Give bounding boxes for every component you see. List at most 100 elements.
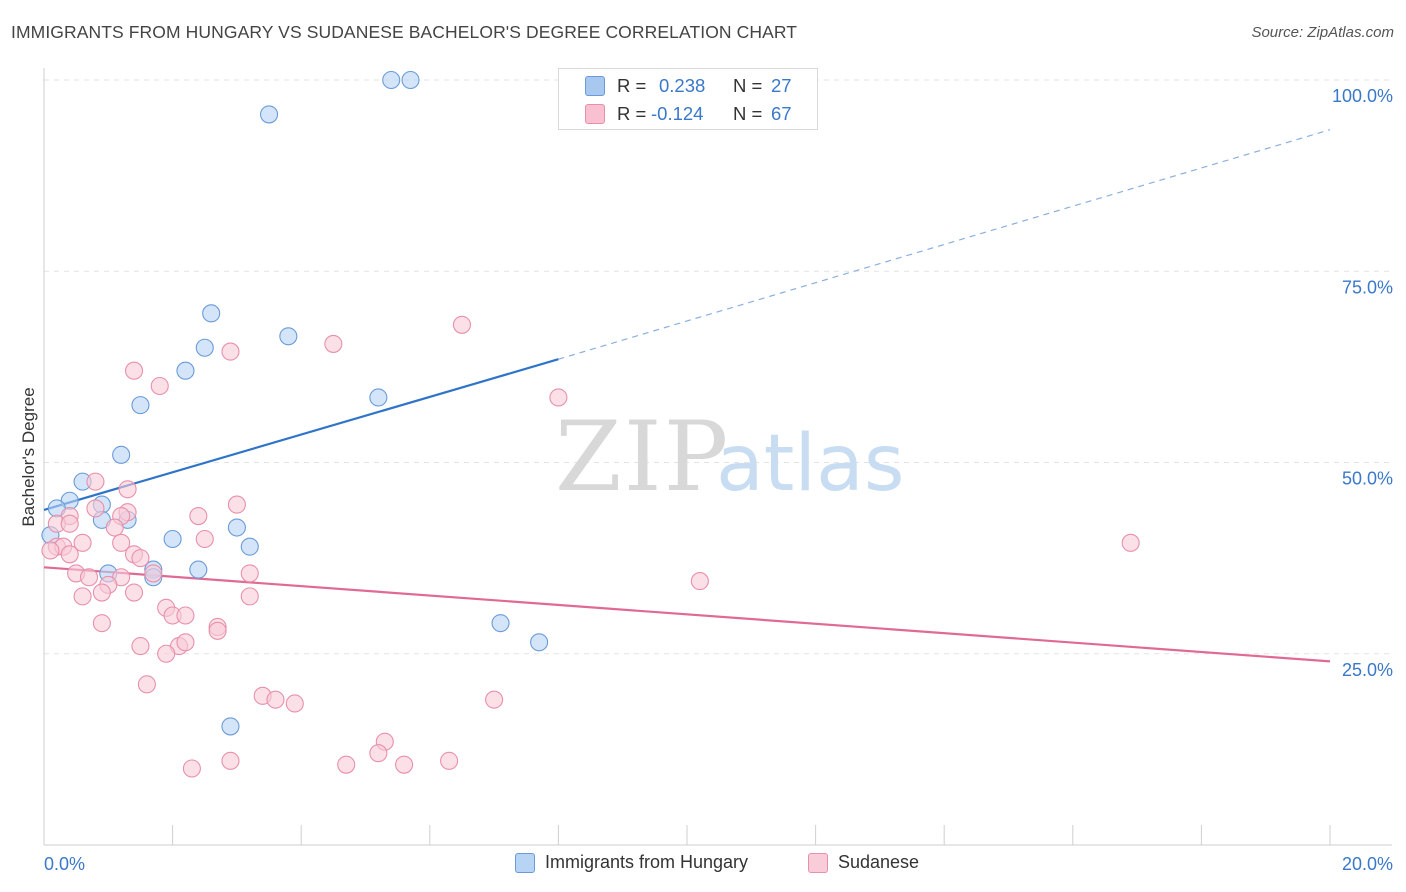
n-label: N = xyxy=(733,103,763,124)
watermark-zip: ZIP xyxy=(555,401,730,513)
data-point-hungary xyxy=(176,361,195,380)
data-point-hungary xyxy=(240,537,259,556)
data-point-sudanese xyxy=(79,568,99,587)
watermark-atlas: atlas xyxy=(716,419,905,509)
x-tick-label: 0.0% xyxy=(44,854,85,874)
data-point-sudanese xyxy=(452,315,472,334)
data-point-sudanese xyxy=(240,587,259,606)
data-point-sudanese xyxy=(73,587,92,606)
data-point-sudanese xyxy=(395,755,414,774)
data-point-sudanese xyxy=(60,545,79,564)
r-value: 0.238 xyxy=(659,75,706,96)
n-label: N = xyxy=(733,75,763,96)
data-point-sudanese xyxy=(182,759,201,778)
data-point-hungary xyxy=(189,560,208,579)
stats-row-hungary: R = 0.238 N = 27 xyxy=(559,73,817,99)
data-point-hungary xyxy=(530,633,549,652)
hungary-swatch xyxy=(515,852,535,873)
data-point-hungary xyxy=(382,70,401,90)
data-point-sudanese xyxy=(549,388,568,407)
trend-line-sudanese xyxy=(43,566,1331,663)
data-point-hungary xyxy=(279,327,298,346)
data-point-sudanese xyxy=(124,583,144,602)
r-value: -0.124 xyxy=(651,103,704,124)
data-point-sudanese xyxy=(86,472,105,491)
data-point-sudanese xyxy=(221,342,240,361)
data-point-hungary xyxy=(163,529,182,549)
data-point-hungary xyxy=(131,396,150,415)
data-point-hungary xyxy=(259,105,279,124)
stats-row-sudanese: R = -0.124 N = 67 xyxy=(559,101,817,127)
series-legend: Immigrants from Hungary Sudanese xyxy=(0,852,1406,878)
data-point-sudanese xyxy=(118,480,137,499)
trend-line-extension xyxy=(558,129,1331,360)
stats-legend-box: R = 0.238 N = 27 R = -0.124 N = 67 xyxy=(558,68,818,130)
data-point-sudanese xyxy=(131,637,150,656)
data-point-sudanese xyxy=(92,583,111,602)
data-point-sudanese xyxy=(92,614,111,633)
data-point-sudanese xyxy=(285,694,304,713)
data-point-sudanese xyxy=(73,533,92,552)
data-point-sudanese xyxy=(440,751,459,770)
sudanese-swatch xyxy=(808,852,828,873)
data-point-sudanese xyxy=(227,495,246,514)
data-point-sudanese xyxy=(369,744,388,763)
data-point-sudanese xyxy=(176,633,195,652)
legend-item-hungary[interactable]: Immigrants from Hungary xyxy=(515,852,748,873)
r-label: R = xyxy=(617,103,647,124)
data-point-sudanese xyxy=(124,361,144,380)
grid-lines xyxy=(44,79,1392,655)
axis-labels: 25.0% 50.0% 75.0% 100.0% 0.0% 20.0% Bachelor's… xyxy=(19,86,1393,874)
data-point-sudanese xyxy=(157,644,176,663)
data-point-hungary xyxy=(491,614,510,633)
y-tick-label: 75.0% xyxy=(1342,277,1393,297)
data-point-sudanese xyxy=(41,541,60,560)
data-point-sudanese xyxy=(189,506,208,526)
data-point-sudanese xyxy=(337,755,356,774)
data-point-sudanese xyxy=(485,690,504,709)
n-value: 27 xyxy=(771,75,792,96)
data-point-sudanese xyxy=(105,518,124,537)
sudanese-swatch xyxy=(585,104,605,124)
legend-label: Sudanese xyxy=(838,852,920,872)
data-point-hungary xyxy=(227,518,246,537)
y-tick-label: 50.0% xyxy=(1342,469,1393,489)
y-tick-label: 100.0% xyxy=(1332,86,1393,106)
data-point-sudanese xyxy=(1121,533,1140,552)
x-tick-label: 20.0% xyxy=(1342,854,1393,874)
data-point-hungary xyxy=(195,338,214,357)
data-point-sudanese xyxy=(60,514,79,533)
data-point-sudanese xyxy=(221,751,240,770)
legend-item-sudanese[interactable]: Sudanese xyxy=(808,852,919,873)
axes xyxy=(43,68,1392,846)
y-tick-label: 25.0% xyxy=(1342,660,1393,680)
data-point-hungary xyxy=(401,70,420,90)
data-point-sudanese xyxy=(144,564,163,583)
r-label: R = xyxy=(617,75,647,96)
data-point-sudanese xyxy=(86,499,105,518)
data-point-sudanese xyxy=(176,606,195,625)
y-axis-title: Bachelor's Degree xyxy=(19,387,38,526)
chart-title: IMMIGRANTS FROM HUNGARY VS SUDANESE BACH… xyxy=(11,22,798,42)
n-value: 67 xyxy=(771,103,792,124)
data-point-sudanese xyxy=(240,564,259,583)
data-point-sudanese xyxy=(324,334,343,353)
data-point-sudanese xyxy=(690,572,709,591)
data-point-sudanese xyxy=(137,675,156,694)
legend-label: Immigrants from Hungary xyxy=(545,852,749,872)
data-point-sudanese xyxy=(266,690,285,709)
hungary-swatch xyxy=(585,76,605,96)
data-points xyxy=(41,70,1140,778)
data-point-hungary xyxy=(202,304,221,323)
source-label: Source: ZipAtlas.com xyxy=(1251,24,1394,41)
data-point-sudanese xyxy=(112,533,131,552)
trend-lines xyxy=(43,129,1331,663)
data-point-sudanese xyxy=(195,529,214,549)
data-point-sudanese xyxy=(131,549,150,568)
data-point-hungary xyxy=(369,388,388,407)
data-point-hungary xyxy=(221,717,240,736)
data-point-sudanese xyxy=(208,621,227,640)
data-point-sudanese xyxy=(150,376,169,396)
